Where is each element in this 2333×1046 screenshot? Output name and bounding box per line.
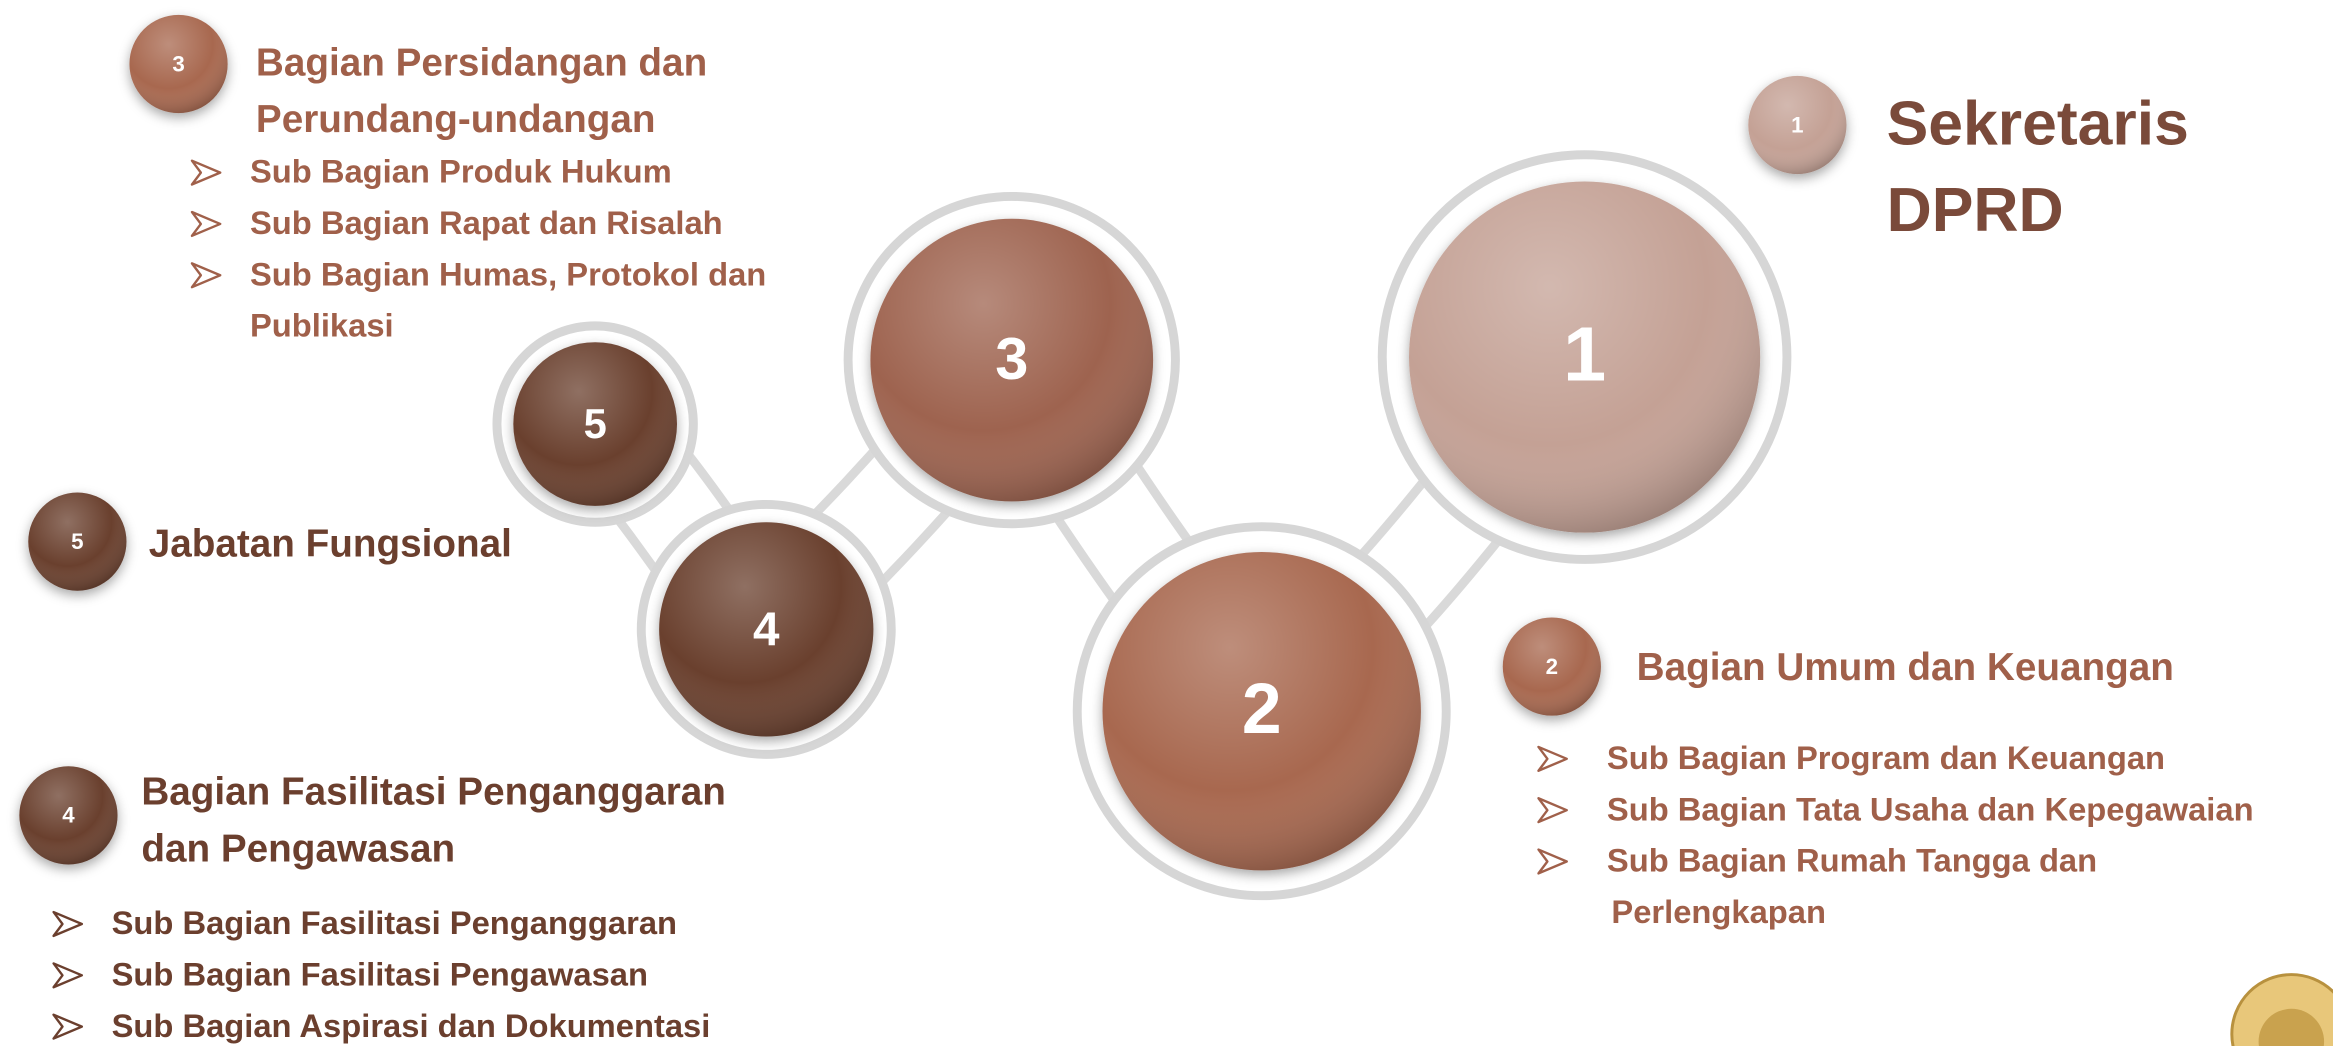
sub-item: Sub Bagian Fasilitasi Penganggaran	[112, 904, 677, 941]
sub-item: Sub Bagian Aspirasi dan Dokumentasi	[112, 1007, 711, 1044]
node-label: 2	[1242, 669, 1282, 749]
badge-shine	[129, 14, 228, 114]
section: 4 Bagian Fasilitasi Penganggaran dan Penga…	[19, 766, 726, 1044]
section: 5 Jabatan Fungsional	[28, 492, 512, 591]
badge-label: 2	[1546, 654, 1558, 679]
node-shine	[1102, 552, 1421, 871]
node: 1	[1409, 181, 1761, 533]
node-shine	[1409, 181, 1761, 533]
section-title: Sekretaris	[1887, 88, 2189, 158]
bullet-arrow	[52, 910, 84, 938]
section-title: Perundang-undangan	[256, 98, 656, 141]
node-label: 1	[1563, 312, 1606, 398]
section-title: Jabatan Fungsional	[149, 522, 512, 565]
section: 2 Bagian Umum dan Keuangan Sub Bagian Prog…	[1502, 617, 2254, 930]
node-shine	[659, 522, 874, 737]
section: 1 Sekretaris DPRD	[1748, 75, 2189, 245]
sub-item: Sub Bagian Fasilitasi Pengawasan	[112, 955, 648, 992]
badge-label: 1	[1791, 112, 1803, 137]
node-label: 3	[995, 325, 1028, 392]
node-label: 4	[753, 603, 780, 656]
sub-item: Sub Bagian Rapat dan Risalah	[250, 204, 723, 241]
badge-shine	[1502, 617, 1601, 716]
section-title: Bagian Persidangan dan	[256, 42, 707, 85]
sub-item: Publikasi	[250, 307, 394, 344]
node: 5	[513, 342, 677, 506]
node-shine	[513, 342, 677, 506]
section-title: DPRD	[1887, 175, 2064, 245]
section: 3 Bagian Persidangan dan Perundang-undanga…	[129, 14, 766, 344]
bullet-arrow	[1537, 745, 1568, 772]
bullet-arrow	[1537, 797, 1568, 824]
sub-item: Sub Bagian Humas, Protokol dan	[250, 255, 766, 292]
bullet-arrow	[190, 262, 222, 289]
sub-item: Sub Bagian Tata Usaha dan Kepegawaian	[1607, 790, 2254, 827]
bullet-arrow	[52, 962, 84, 989]
bullet-arrow	[190, 210, 222, 238]
section-title: dan Pengawasan	[141, 827, 455, 870]
emblem	[2230, 973, 2333, 1046]
bullet-arrow	[1537, 848, 1568, 875]
bullet-arrow	[190, 159, 222, 186]
badge-label: 3	[172, 51, 184, 76]
section-title: Bagian Fasilitasi Penganggaran	[141, 771, 726, 814]
sub-item: Sub Bagian Produk Hukum	[250, 153, 672, 190]
section-title: Bagian Umum dan Keuangan	[1637, 646, 2174, 689]
badge-shine	[28, 492, 127, 591]
node: 4	[659, 522, 874, 737]
badge-shine	[19, 766, 118, 865]
badge-shine	[1748, 75, 1847, 175]
node: 3	[870, 218, 1154, 502]
sub-item: Sub Bagian Program dan Keuangan	[1607, 739, 2165, 776]
node-label: 5	[584, 400, 607, 447]
node: 2	[1102, 552, 1421, 871]
node-shine	[870, 218, 1154, 502]
sub-item: Sub Bagian Rumah Tangga dan	[1607, 842, 2097, 879]
bullet-arrow	[52, 1013, 84, 1040]
badge-label: 4	[62, 803, 75, 828]
badge-label: 5	[71, 529, 83, 554]
sub-item: Perlengkapan	[1611, 893, 1826, 930]
emblem-shape	[2258, 1008, 2325, 1046]
